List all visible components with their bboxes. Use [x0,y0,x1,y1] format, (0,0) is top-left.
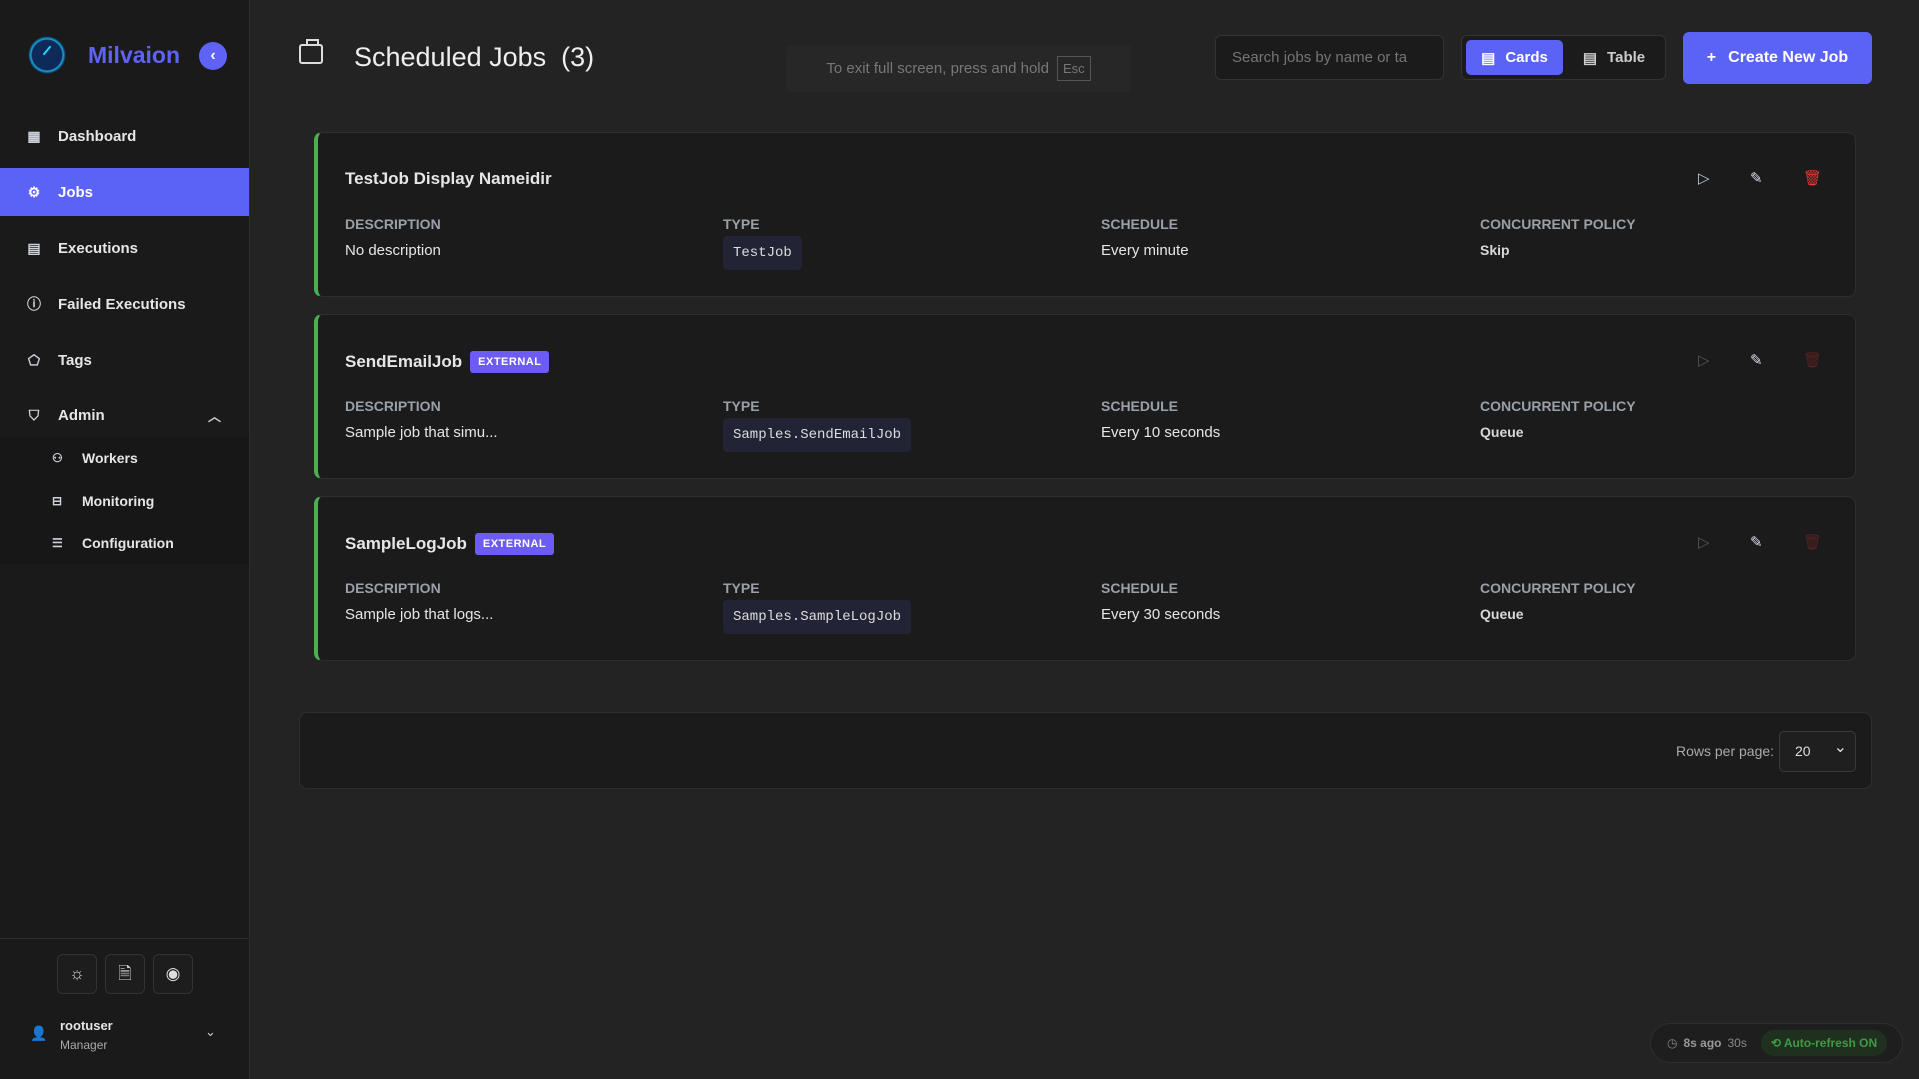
esc-key: Esc [1056,56,1091,81]
type-field: TYPE Samples.SampleLogJob [723,580,912,634]
monitor-icon: ⊟ [52,494,63,508]
sliders-icon: ☰ [52,536,63,550]
schedule-field: SCHEDULE Every 30 seconds [1101,580,1221,623]
sidebar-item-label: Dashboard [58,127,137,145]
brand-name: Milvaion [88,42,181,68]
admin-submenu: ⚇ Workers ⊟ Monitoring ☰ Configuration [0,437,249,564]
create-job-button[interactable]: + Create New Job [1683,32,1872,84]
shield-user-icon: ⛉ [28,406,40,423]
sidebar-item-label: Admin [58,406,105,424]
description-field: DESCRIPTION Sample job that logs... [345,580,494,623]
sidebar-item-failed-executions[interactable]: ⓘ Failed Executions [0,280,249,328]
type-field: TYPE Samples.SendEmailJob [723,398,912,452]
refresh-interval: 30s [1727,1036,1747,1050]
description-field: DESCRIPTION Sample job that simu... [345,398,498,441]
user-name[interactable]: rootuser [60,1018,113,1033]
rows-per-page-label: Rows per page: [1676,743,1775,759]
github-button[interactable]: ◉ [153,954,193,994]
chevron-up-icon: ︿ [207,408,221,424]
delete-job-button[interactable]: 🗑 [1803,534,1823,551]
clock-icon: ◷ [1667,1036,1678,1050]
sidebar: Milvaion ‹ ▦ Dashboard ⚙ Jobs ▤ Executions … [0,0,250,1079]
docs-button[interactable]: 🗎 [105,954,145,994]
alert-circle-icon: ⓘ [27,296,41,312]
theme-toggle-button[interactable]: ☼ [57,954,97,994]
type-field: TYPE TestJob [723,216,802,270]
run-job-button[interactable]: ▷ [1698,534,1710,551]
sidebar-item-label: Configuration [82,535,174,551]
auto-refresh-toggle[interactable]: ⟲ Auto-refresh ON [1760,1030,1888,1056]
policy-field: CONCURRENT POLICY Skip [1480,216,1636,258]
sidebar-item-label: Monitoring [82,493,155,509]
sidebar-item-executions[interactable]: ▤ Executions [0,224,249,272]
external-badge: EXTERNAL [474,533,555,555]
sidebar-item-admin[interactable]: ⛉ Admin ︿ [0,391,249,439]
job-name[interactable]: SendEmailJob EXTERNAL [345,351,550,373]
cards-view-button[interactable]: ▤ Cards [1466,40,1563,75]
plus-icon: + [1706,49,1717,66]
collapse-sidebar-button[interactable]: ‹ [199,42,227,70]
sidebar-item-configuration[interactable]: ☰ Configuration [52,535,174,551]
dashboard-icon: ▦ [27,127,41,144]
workers-icon: ⚇ [52,451,63,465]
sidebar-item-tags[interactable]: ⬠ Tags [0,336,249,384]
clipboard-icon: ▤ [27,239,41,256]
sidebar-item-label: Failed Executions [58,295,186,313]
fullscreen-hint: To exit full screen, press and hold Esc [786,45,1131,92]
job-name[interactable]: TestJob Display Nameidir [345,169,552,188]
milvaion-logo-icon [28,36,66,74]
edit-job-button[interactable]: ✎ [1750,170,1763,187]
user-icon: 👤 [30,1025,48,1041]
edit-job-button[interactable]: ✎ [1750,352,1763,369]
edit-job-button[interactable]: ✎ [1750,534,1763,551]
job-name[interactable]: SampleLogJob EXTERNAL [345,533,555,555]
job-count: (3) [561,42,595,72]
policy-field: CONCURRENT POLICY Queue [1480,580,1636,622]
user-menu-chevron-icon[interactable]: ⌄ [205,1024,216,1039]
tag-icon: ⬠ [27,351,41,368]
table-view-button[interactable]: ▤ Table [1582,49,1646,67]
delete-job-button[interactable]: 🗑 [1803,170,1823,187]
sidebar-item-label: Jobs [58,183,94,201]
search-input[interactable] [1215,35,1444,80]
run-job-button[interactable]: ▷ [1698,352,1710,369]
pagination: Rows per page: 20 [299,712,1872,789]
last-refresh: 8s ago [1683,1036,1722,1050]
user-role: Manager [60,1038,108,1052]
list-icon: ▤ [1481,49,1496,67]
refresh-status: ◷ 8s ago 30s ⟲ Auto-refresh ON [1650,1023,1903,1063]
sidebar-item-label: Tags [58,351,92,369]
job-card: TestJob Display Nameidir DESCRIPTION No d… [314,132,1856,297]
sidebar-item-dashboard[interactable]: ▦ Dashboard [0,112,249,160]
policy-field: CONCURRENT POLICY Queue [1480,398,1636,440]
table-icon: ▤ [1582,49,1598,67]
sidebar-item-jobs[interactable]: ⚙ Jobs [0,168,249,216]
sidebar-item-label: Executions [58,239,139,257]
job-card: SampleLogJob EXTERNAL DESCRIPTION Sample j… [314,496,1856,661]
sidebar-item-label: Workers [82,450,138,466]
schedule-field: SCHEDULE Every 10 seconds [1101,398,1221,441]
sidebar-item-monitoring[interactable]: ⊟ Monitoring [52,493,154,509]
job-card: SendEmailJob EXTERNAL DESCRIPTION Sample j… [314,314,1856,479]
sidebar-item-workers[interactable]: ⚇ Workers [52,450,138,466]
description-field: DESCRIPTION No description [345,216,441,259]
run-job-button[interactable]: ▷ [1698,170,1710,187]
page-title: Scheduled Jobs (3) [354,42,595,72]
view-toggle: ▤ Cards ▤ Table [1461,35,1666,80]
schedule-field: SCHEDULE Every minute [1101,216,1189,259]
gear-icon: ⚙ [27,183,41,200]
rows-per-page-select[interactable]: 20 [1779,728,1856,772]
briefcase-icon [299,39,323,64]
divider [0,938,249,939]
delete-job-button[interactable]: 🗑 [1803,352,1823,369]
external-badge: EXTERNAL [470,351,550,373]
